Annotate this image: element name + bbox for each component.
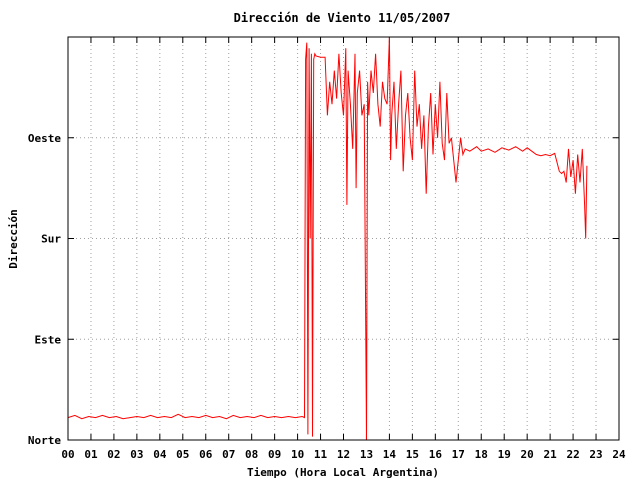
x-tick-label: 08	[245, 448, 258, 461]
x-tick-label: 24	[612, 448, 626, 461]
grid	[68, 37, 619, 440]
x-tick-label: 14	[383, 448, 397, 461]
x-tick-label: 01	[84, 448, 98, 461]
x-tick-label: 03	[130, 448, 143, 461]
x-tick-label: 22	[566, 448, 579, 461]
x-tick-label: 17	[452, 448, 465, 461]
y-tick-label: Norte	[28, 434, 61, 447]
x-tick-label: 00	[61, 448, 74, 461]
plot-frame	[67, 36, 620, 441]
x-tick-label: 11	[314, 448, 328, 461]
y-tick-label: Sur	[41, 233, 61, 246]
y-tick-label: Este	[35, 333, 62, 346]
x-tick-label: 20	[521, 448, 534, 461]
x-tick-label: 18	[475, 448, 488, 461]
x-tick-label: 02	[107, 448, 120, 461]
x-tick-label: 05	[176, 448, 189, 461]
x-tick-label: 16	[429, 448, 443, 461]
x-tick-label: 09	[268, 448, 281, 461]
ticks: 00 01 02 03 04 05 06 07 08 09 10 11 12 13 14 15 16 17 18 19…	[28, 37, 626, 461]
chart-title: Dirección de Viento 11/05/2007	[234, 11, 451, 25]
x-tick-label: 12	[337, 448, 350, 461]
x-tick-label: 23	[589, 448, 602, 461]
x-tick-label: 07	[222, 448, 235, 461]
x-tick-label: 06	[199, 448, 213, 461]
x-tick-label: 21	[544, 448, 558, 461]
series-layer	[67, 36, 588, 441]
x-tick-label: 04	[153, 448, 167, 461]
y-axis-label: Dirección	[7, 209, 20, 269]
x-tick-label: 13	[360, 448, 373, 461]
x-tick-label: 19	[498, 448, 511, 461]
x-tick-label: 15	[406, 448, 419, 461]
series-line	[67, 36, 588, 441]
x-tick-label: 10	[291, 448, 304, 461]
x-axis-label: Tiempo (Hora Local Argentina)	[247, 466, 439, 479]
y-tick-label: Oeste	[28, 132, 61, 145]
